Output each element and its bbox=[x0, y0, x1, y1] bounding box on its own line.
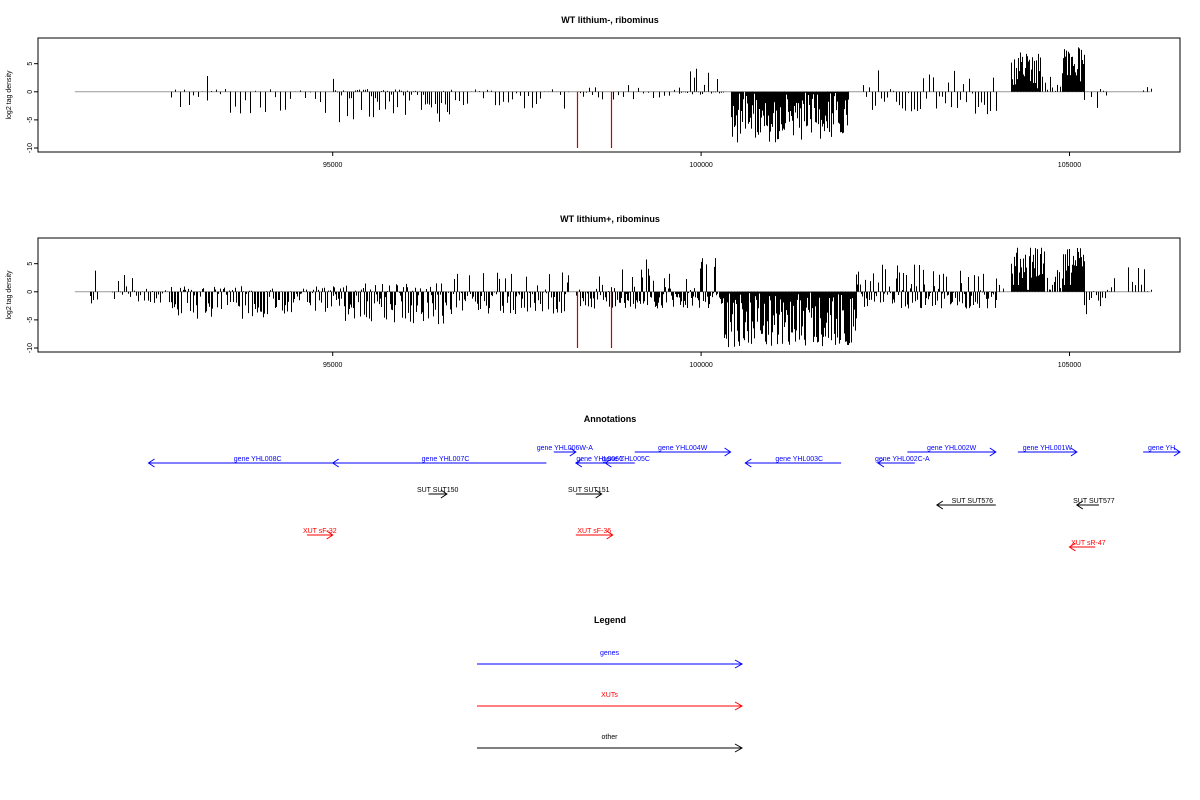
panel1-x-tick-label: 100000 bbox=[689, 162, 712, 169]
annotation-arrowhead bbox=[877, 458, 885, 468]
annotation-arrowhead bbox=[935, 500, 944, 510]
annotation-arrowhead bbox=[724, 447, 732, 457]
panel1-y-axis-label: log2 tag density bbox=[6, 70, 13, 120]
annotation-gene: gene YHL002C-A bbox=[875, 456, 930, 468]
annotations-panel: Annotations gene YHL008C gene YHL007Cgene… bbox=[147, 414, 1181, 552]
panel1-title: WT lithium-, ribominus bbox=[561, 15, 659, 25]
panel2-y-tick-label: -5 bbox=[27, 317, 34, 323]
panel-lithium-minus: WT lithium-, ribominus log2 tag density … bbox=[6, 15, 1181, 169]
annotation-gene: gene YHL006W-A bbox=[537, 445, 593, 457]
legend-panel: Legend genes XUTs other bbox=[477, 615, 744, 753]
legend-label: other bbox=[602, 734, 619, 741]
annotation-label: gene YHL006C bbox=[576, 456, 624, 463]
annotation-label: gene YHL001W bbox=[1023, 445, 1073, 452]
annotation-xut: XUT sF-36 bbox=[575, 528, 614, 540]
panel1-bars bbox=[74, 47, 1152, 148]
panel2-axes: -10 -5 0 5 95000 100000 105000 bbox=[27, 262, 1081, 369]
panel2-bars bbox=[74, 247, 1152, 348]
panel1-x-tick-label: 95000 bbox=[323, 162, 343, 169]
annotation-gene: gene YHL004W bbox=[634, 445, 732, 457]
annotation-label: XUT sF-36 bbox=[577, 528, 611, 535]
annotation-gene: gene YHL002W bbox=[907, 445, 997, 457]
annotations-title: Annotations bbox=[584, 414, 637, 424]
annotation-label: gene YHL006W-A bbox=[537, 445, 593, 452]
panel1-y-tick-label: -10 bbox=[27, 143, 34, 153]
annotation-gene: gene YHL005C bbox=[602, 456, 650, 468]
panel1-y-tick-label: 5 bbox=[27, 62, 34, 66]
panel1-y-tick-label: 0 bbox=[27, 90, 34, 94]
annotation-arrowhead bbox=[331, 458, 339, 468]
annotation-arrowhead bbox=[440, 489, 448, 499]
panel2-x-tick-label: 105000 bbox=[1058, 362, 1081, 369]
annotation-arrowhead bbox=[569, 447, 577, 457]
annotation-other: SUT SUT577 bbox=[1073, 498, 1115, 510]
annotation-arrowhead bbox=[744, 458, 752, 468]
annotation-label: SUT SUT151 bbox=[568, 487, 610, 494]
panel1-y-tick-label: -5 bbox=[27, 117, 34, 123]
legend-entries: genes XUTs other bbox=[477, 650, 744, 753]
panel2-y-tick-label: 5 bbox=[27, 262, 34, 266]
legend-arrowhead bbox=[734, 743, 744, 753]
annotation-arrowhead bbox=[1070, 447, 1078, 457]
legend-item: genes bbox=[477, 650, 744, 669]
legend-arrowhead bbox=[734, 701, 744, 711]
annotation-arrowhead bbox=[604, 458, 612, 468]
annotation-label: gene YHL005C bbox=[602, 456, 650, 463]
panel-lithium-plus: WT lithium+, ribominus log2 tag density … bbox=[6, 214, 1181, 369]
annotation-arrowhead bbox=[1173, 447, 1181, 457]
annotation-label: gene YHL002W bbox=[927, 445, 977, 452]
annotation-features: gene YHL008C gene YHL007C gene YHL006W-A ge… bbox=[147, 445, 1181, 552]
panel2-title: WT lithium+, ribominus bbox=[560, 214, 660, 224]
annotation-arrowhead bbox=[574, 458, 583, 468]
annotation-label: gene YHL002C-A bbox=[875, 456, 930, 463]
panel2-frame bbox=[37, 237, 1181, 353]
annotation-gene: gene YHL008C bbox=[147, 456, 355, 468]
annotation-label: XUT sF-32 bbox=[303, 528, 337, 535]
annotation-arrowhead bbox=[326, 530, 334, 540]
annotation-other: SUT SUT576 bbox=[935, 498, 996, 510]
legend-label: XUTs bbox=[601, 692, 618, 699]
annotation-arrowhead bbox=[1075, 500, 1084, 510]
annotation-gene: gene YH bbox=[1143, 445, 1181, 457]
annotation-label: gene YH bbox=[1148, 445, 1175, 452]
annotation-arrowhead bbox=[606, 530, 614, 540]
annotation-label: XUT sR-47 bbox=[1071, 540, 1106, 547]
annotation-label: gene YHL003C bbox=[775, 456, 823, 463]
annotation-gene: gene YHL003C bbox=[744, 456, 842, 468]
annotation-label: SUT SUT150 bbox=[417, 487, 459, 494]
annotation-label: SUT SUT577 bbox=[1073, 498, 1115, 505]
annotation-gene: gene YHL001W bbox=[1017, 445, 1078, 457]
annotation-gene: gene YHL007C bbox=[331, 456, 547, 468]
annotation-other: SUT SUT151 bbox=[568, 487, 610, 499]
annotation-xut: XUT sF-32 bbox=[303, 528, 337, 540]
annotation-arrowhead bbox=[989, 447, 997, 457]
panel1-frame bbox=[37, 37, 1181, 153]
legend-item: XUTs bbox=[477, 692, 744, 711]
panel1-x-tick-label: 105000 bbox=[1058, 162, 1081, 169]
annotation-label: SUT SUT576 bbox=[952, 498, 994, 505]
annotation-arrowhead bbox=[147, 458, 155, 468]
legend-item: other bbox=[477, 734, 744, 753]
legend-label: genes bbox=[600, 650, 620, 657]
annotation-other: SUT SUT150 bbox=[417, 487, 459, 499]
panel2-y-tick-label: 0 bbox=[27, 290, 34, 294]
panel2-y-tick-label: -10 bbox=[27, 343, 34, 353]
annotation-label: gene YHL007C bbox=[422, 456, 470, 463]
legend-title: Legend bbox=[594, 615, 626, 625]
panel2-x-tick-label: 95000 bbox=[323, 362, 343, 369]
annotation-label: gene YHL008C bbox=[234, 456, 282, 463]
legend-arrowhead bbox=[734, 659, 744, 669]
annotation-label: gene YHL004W bbox=[658, 445, 708, 452]
panel2-x-tick-label: 100000 bbox=[689, 362, 712, 369]
panel2-y-axis-label: log2 tag density bbox=[6, 270, 13, 320]
annotation-arrowhead bbox=[1068, 542, 1076, 552]
annotation-arrowhead bbox=[595, 489, 603, 499]
annotation-xut: XUT sR-47 bbox=[1068, 540, 1106, 552]
panel1-axes: -10 -5 0 5 95000 100000 105000 bbox=[27, 62, 1081, 169]
